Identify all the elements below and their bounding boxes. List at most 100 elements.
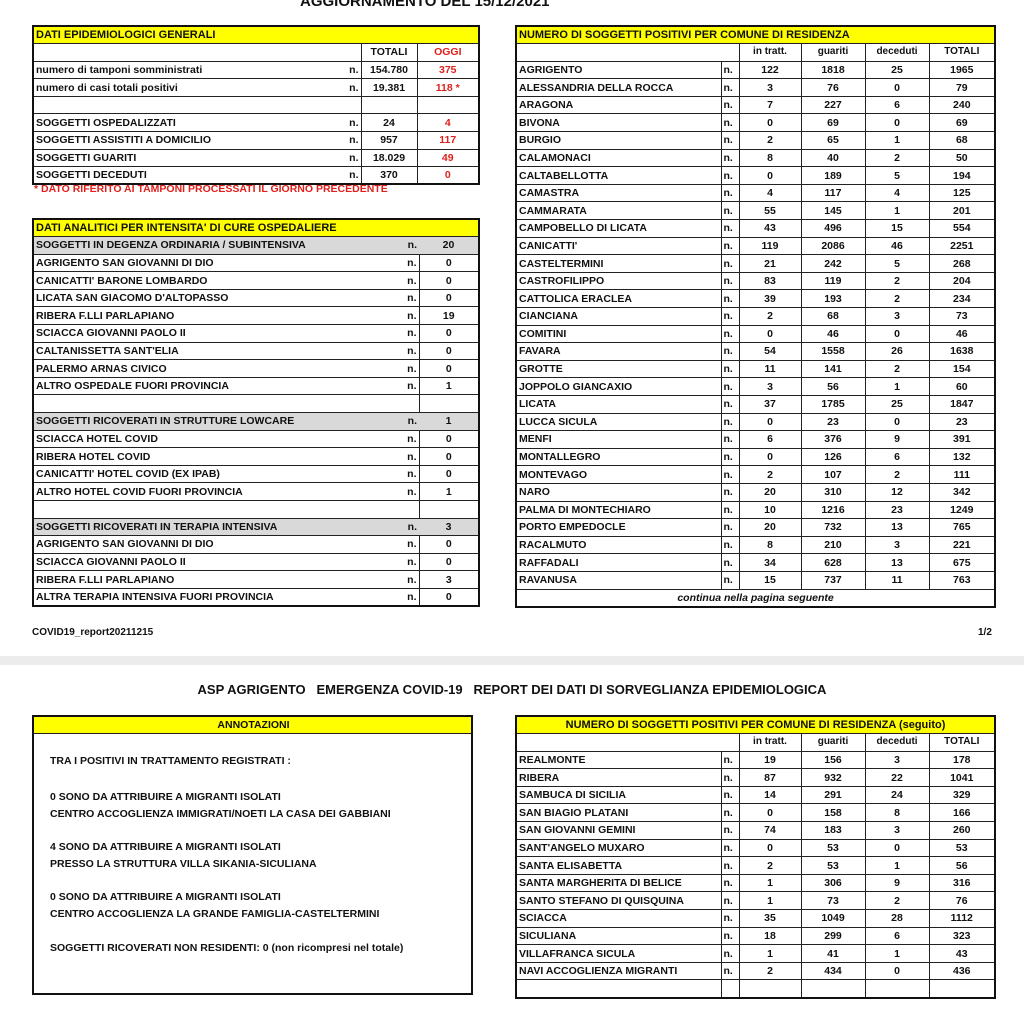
deceduti-value: 26 [864, 342, 930, 361]
deceduti-value: 6 [864, 926, 930, 946]
totali-value: 56 [928, 856, 996, 875]
guariti-value: 310 [800, 482, 866, 502]
totali-value: 60 [928, 377, 996, 396]
deceduti-value: 4 [864, 183, 930, 203]
count-value: 0 [418, 341, 480, 361]
hospital-row: ALTRO HOTEL COVID FUORI PROVINCIA n. 1 [32, 482, 480, 501]
comune-name: SANTA ELISABETTA [515, 856, 722, 875]
comune-name: CANICATTI' [515, 236, 722, 256]
n-label: n. [720, 254, 740, 273]
deceduti-value: 1 [864, 944, 930, 963]
comuni-table2-title: NUMERO DI SOGGETTI POSITIVI PER COMUNE D… [515, 715, 996, 735]
guariti-value: 434 [800, 961, 866, 981]
guariti-value: 496 [800, 219, 866, 238]
guariti-value: 291 [800, 785, 866, 805]
comune-name: SANT'ANGELO MUXARO [515, 838, 722, 858]
comune-row: CANICATTI' n. 119 2086 46 2251 [515, 236, 996, 256]
in-tratt-value: 8 [738, 535, 802, 555]
count-value: 0 [418, 271, 480, 290]
comune-name: GROTTE [515, 359, 722, 379]
totali-value: 125 [928, 183, 996, 203]
n-label: n. [720, 785, 740, 805]
in-tratt-value: 87 [738, 768, 802, 787]
row-label: SCIACCA HOTEL COVID [32, 429, 373, 449]
deceduti-value: 23 [864, 500, 930, 520]
comune-name: CAMMARATA [515, 201, 722, 221]
n-label: n. [720, 359, 740, 379]
comune-row: SICULIANA n. 18 299 6 323 [515, 926, 996, 946]
n-label: n. [720, 307, 740, 326]
totali-value: 342 [928, 482, 996, 502]
comune-row: RIBERA n. 87 932 22 1041 [515, 768, 996, 787]
col-totali: TOTALI [360, 43, 418, 62]
guariti-value: 156 [800, 750, 866, 770]
comune-name: RIBERA [515, 768, 722, 787]
row-label: PALERMO ARNAS CIVICO [32, 359, 373, 378]
comune-row: BIVONA n. 0 69 0 69 [515, 113, 996, 133]
comune-row: CASTELTERMINI n. 21 242 5 268 [515, 254, 996, 273]
deceduti-value: 12 [864, 482, 930, 502]
hospital-row: PALERMO ARNAS CIVICO n. 0 [32, 359, 480, 378]
n-label: n. [720, 394, 740, 414]
in-tratt-value: 0 [738, 166, 802, 185]
totali-value: 675 [928, 553, 996, 572]
col-guariti: guariti [800, 43, 866, 62]
totali-value: 178 [928, 750, 996, 770]
guariti-value: 53 [800, 856, 866, 875]
n-label: n. [720, 856, 740, 875]
comune-name: COMITINI [515, 324, 722, 344]
hospital-row: ALTRO OSPEDALE FUORI PROVINCIA n. 1 [32, 376, 480, 396]
guariti-value: 53 [800, 838, 866, 858]
totali-value: 43 [928, 944, 996, 963]
page2-title: ASP AGRIGENTO EMERGENZA COVID-19 REPORT … [197, 682, 827, 697]
col-totali: TOTALI [928, 43, 996, 62]
comune-row: SANTA MARGHERITA DI BELICE n. 1 306 9 316 [515, 873, 996, 893]
col-oggi: OGGI [416, 43, 480, 62]
guariti-value: 189 [800, 166, 866, 185]
col-in_tratt: in tratt. [738, 733, 802, 752]
in-tratt-value: 83 [738, 271, 802, 291]
deceduti-value: 15 [864, 219, 930, 238]
comune-row: RACALMUTO n. 8 210 3 221 [515, 535, 996, 555]
guariti-value: 56 [800, 377, 866, 396]
n-label: n. [323, 131, 362, 150]
totali-value: 68 [928, 131, 996, 150]
row-label: SOGGETTI ASSISTITI A DOMICILIO [32, 131, 323, 150]
n-label [373, 500, 420, 519]
n-label: n. [323, 113, 362, 133]
n-label: n. [720, 482, 740, 502]
guariti-value: 732 [800, 518, 866, 537]
guariti-value: 145 [800, 201, 866, 221]
row-label: CANICATTI' BARONE LOMBARDO [32, 271, 373, 290]
count-value: 19 [418, 306, 480, 326]
in-tratt-value: 8 [738, 148, 802, 168]
n-label: n. [720, 926, 740, 946]
count-value [418, 500, 480, 519]
guariti-value: 1558 [800, 342, 866, 361]
in-tratt-value: 2 [738, 131, 802, 150]
n-label: n. [720, 465, 740, 484]
in-tratt-value: 1 [738, 891, 802, 911]
count-value: 0 [418, 447, 480, 466]
hospital-care-table: DATI ANALITICI PER INTENSITA' DI CURE OS… [32, 218, 480, 608]
count-value: 1 [418, 482, 480, 501]
totali-value: 957 [360, 131, 418, 150]
totali-value: 1112 [928, 909, 996, 928]
guariti-value: 1785 [800, 394, 866, 414]
comune-name: RAVANUSA [515, 570, 722, 590]
count-value: 3 [418, 570, 480, 589]
deceduti-value: 2 [864, 289, 930, 308]
guariti-value: 1049 [800, 909, 866, 928]
comune-row: AGRIGENTO n. 122 1818 25 1965 [515, 60, 996, 80]
continua-row: continua nella pagina seguente [515, 588, 996, 608]
general-row: numero di tamponi somministrati n. 154.780… [32, 60, 480, 80]
comune-row: CATTOLICA ERACLEA n. 39 193 2 234 [515, 289, 996, 308]
deceduti-value: 1 [864, 856, 930, 875]
in-tratt-value: 7 [738, 95, 802, 115]
n-label: n. [720, 909, 740, 928]
guariti-value: 193 [800, 289, 866, 308]
n-label: n. [720, 961, 740, 981]
comuni-table-title: NUMERO DI SOGGETTI POSITIVI PER COMUNE D… [515, 25, 996, 45]
guariti-value: 76 [800, 78, 866, 97]
n-label: n. [373, 271, 420, 290]
